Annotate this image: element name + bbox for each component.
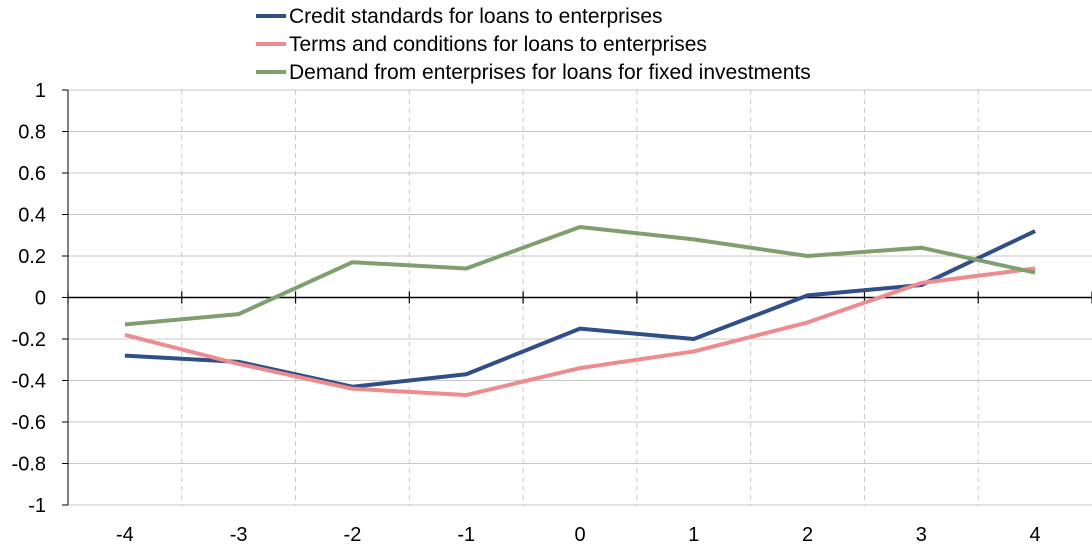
x-tick-label: -1 [457,524,475,546]
series-line-2 [124,266,1036,398]
x-tick-label: 2 [802,524,813,546]
y-tick-label: 1 [35,80,46,102]
y-tick-label: -1 [28,495,46,517]
x-tick-label: -2 [344,524,362,546]
x-tick-label: 3 [916,524,927,546]
x-tick-label: 1 [688,524,699,546]
legend-label-2: Terms and conditions for loans to enterp… [289,33,707,56]
axis-layer: 1 0.8 0.6 0.4 0.2 0 -0.2 -0.4 -0.6 -0.8 -1 -4 -3 -2 -1… [12,80,1092,546]
x-tick-label: -4 [116,524,134,546]
y-tick-label: 0.2 [18,246,46,268]
series-line-1 [124,229,1036,389]
x-tick-label: -3 [230,524,248,546]
legend-label-1: Credit standards for loans to enterprise… [289,5,663,28]
y-tick-label: 0.6 [18,163,46,185]
y-tick-label: 0.8 [18,122,46,144]
y-tick-label: -0.6 [12,412,46,434]
series-line-3 [124,224,1036,327]
legend-label-3: Demand from enterprises for loans for fi… [289,61,811,84]
series-layer [124,224,1036,398]
y-tick-label: -0.2 [12,329,46,351]
y-tick-label: 0 [35,288,46,310]
y-tick-label: -0.4 [12,371,46,393]
x-tick-label: 0 [574,524,585,546]
x-tick-label: 4 [1030,524,1041,546]
y-tick-label: -0.8 [12,454,46,476]
y-tick-label: 0.4 [18,205,46,227]
legend: Credit standards for loans to enterprise… [256,5,811,84]
